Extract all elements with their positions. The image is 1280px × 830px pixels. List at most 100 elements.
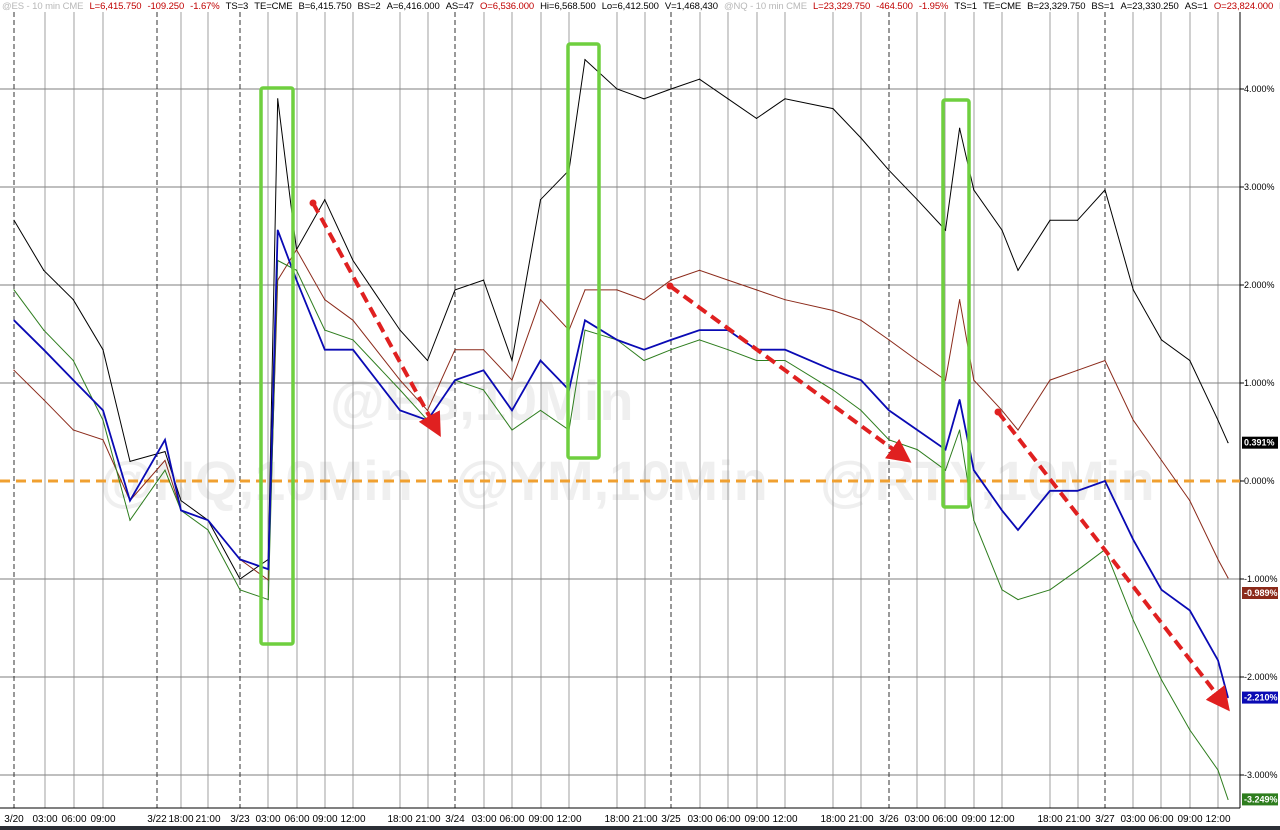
data-point	[324, 329, 326, 331]
data-point	[727, 279, 729, 281]
last-value-badge: -0.989%	[1242, 587, 1278, 599]
data-point	[295, 269, 298, 271]
data-point	[698, 329, 701, 331]
data-point	[916, 429, 918, 431]
data-point	[454, 379, 456, 381]
header-field: -109.250	[147, 1, 185, 12]
data-point	[584, 289, 586, 291]
header-field: O=23,824.000	[1213, 1, 1274, 12]
data-point	[643, 349, 645, 351]
data-point	[72, 359, 74, 362]
data-point	[1001, 229, 1003, 231]
data-point	[277, 229, 279, 231]
x-tick-label: 06:00	[932, 814, 957, 825]
data-point	[164, 451, 166, 453]
x-tick-label: 18:00	[168, 814, 193, 825]
data-point	[973, 379, 975, 381]
y-tick-label: -1.000%	[1244, 574, 1278, 584]
header-field: @ES - 10 min CME	[2, 1, 84, 12]
data-point	[643, 98, 645, 100]
data-point	[1017, 598, 1019, 601]
header-field: B=23,329.750	[1027, 1, 1086, 12]
data-point	[43, 399, 45, 401]
x-tick-label: 09:00	[528, 814, 553, 825]
data-point	[1104, 480, 1106, 482]
y-tick-label: 4.000%	[1244, 84, 1275, 94]
data-point	[1189, 729, 1191, 731]
data-point	[129, 519, 131, 521]
data-point	[643, 299, 645, 301]
data-point	[352, 259, 354, 262]
data-point	[43, 329, 45, 331]
header-field: L=6,415.750	[89, 1, 142, 12]
badge-label: 0.391%	[1244, 438, 1275, 448]
data-point	[916, 359, 918, 362]
data-point	[1189, 609, 1191, 611]
header-field: A=6,416.000	[386, 1, 440, 12]
data-point	[277, 98, 279, 100]
x-tick-label: 12:00	[772, 814, 797, 825]
data-point	[1049, 589, 1051, 591]
x-tick-label: 06:00	[1148, 814, 1173, 825]
data-point	[102, 439, 104, 441]
data-point	[584, 59, 586, 61]
data-point	[1132, 419, 1134, 421]
data-point	[1227, 696, 1229, 699]
x-tick-label: 03:00	[255, 814, 280, 825]
data-point	[1076, 219, 1079, 221]
header-field: -1.95%	[918, 1, 949, 12]
y-tick-label: 0.000%	[1244, 476, 1275, 486]
header-field: AS=1	[1184, 1, 1208, 12]
data-point	[973, 189, 975, 191]
x-tick-label: 03:00	[1120, 814, 1145, 825]
data-point	[102, 409, 104, 412]
header-field: AS=47	[445, 1, 474, 12]
data-point	[670, 339, 672, 341]
data-point	[1076, 569, 1079, 571]
trend-arrow	[668, 284, 912, 463]
data-point	[944, 449, 947, 451]
trend-arrow	[311, 202, 441, 438]
data-point	[1160, 339, 1163, 341]
x-tick-label: 21:00	[195, 814, 220, 825]
data-point	[324, 199, 326, 201]
x-tick-label: 21:00	[848, 814, 873, 825]
data-point	[454, 349, 456, 351]
header-field: Hi=6,568.500	[540, 1, 596, 12]
x-tick-label: 03:00	[471, 814, 496, 825]
data-point	[888, 169, 890, 171]
data-point	[784, 359, 786, 362]
data-point	[482, 369, 485, 371]
series-line	[13, 259, 1229, 800]
x-tick-label: 21:00	[415, 814, 440, 825]
header-field: O=6,536.000	[479, 1, 535, 12]
badge-bg	[1242, 587, 1278, 599]
data-point	[755, 289, 758, 291]
data-point	[888, 439, 890, 441]
data-point	[698, 78, 701, 80]
series-line	[13, 229, 1229, 698]
data-point	[944, 379, 947, 381]
data-point	[399, 389, 401, 391]
data-point	[295, 279, 298, 281]
x-tick-label: 09:00	[1177, 814, 1202, 825]
x-tick-label: 03:00	[904, 814, 929, 825]
data-point	[239, 578, 241, 580]
data-point	[860, 409, 862, 412]
header-field: TS=1	[954, 1, 977, 12]
data-point	[352, 349, 354, 351]
data-point	[180, 509, 182, 511]
data-point	[888, 409, 890, 412]
data-point	[698, 269, 701, 271]
badge-label: -2.210%	[1244, 693, 1278, 703]
data-point	[1104, 359, 1106, 362]
x-tick-label: 09:00	[312, 814, 337, 825]
data-point	[399, 329, 401, 331]
data-point	[973, 469, 975, 471]
x-tick-label: 18:00	[387, 814, 412, 825]
data-point	[959, 299, 961, 301]
data-point	[239, 558, 241, 561]
header-field: L=23,329.750	[812, 1, 871, 12]
data-point	[1049, 490, 1051, 492]
